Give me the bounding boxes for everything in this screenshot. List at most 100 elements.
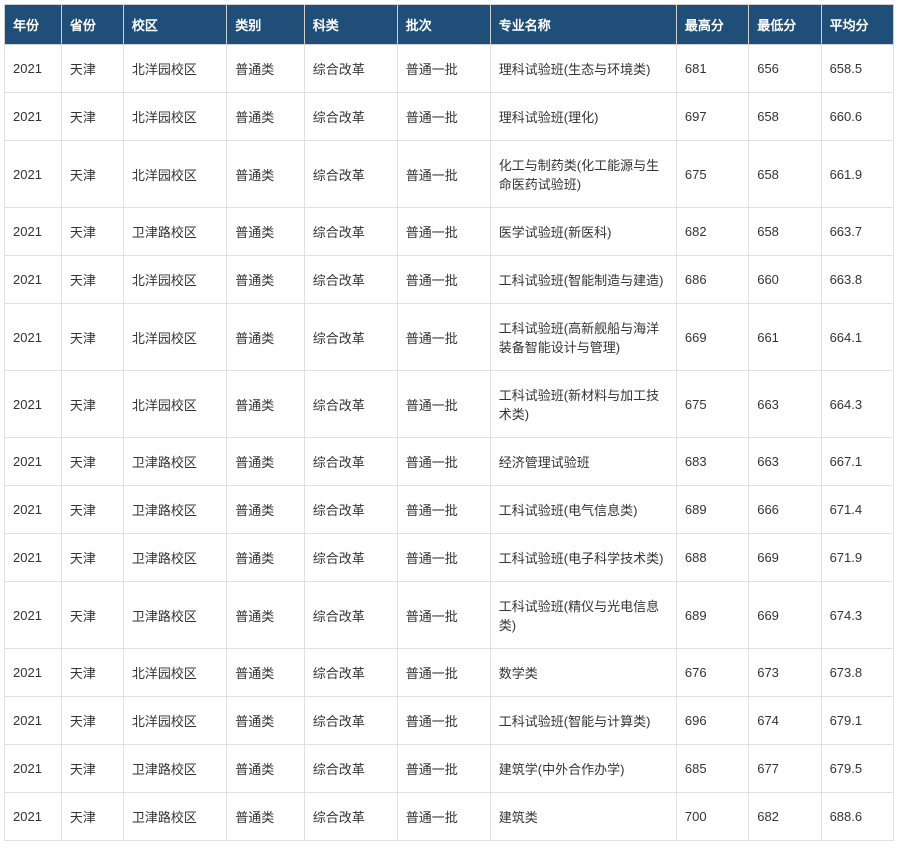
cell-avg: 679.5 (821, 745, 893, 793)
cell-year: 2021 (5, 45, 62, 93)
cell-batch: 普通一批 (397, 649, 490, 697)
table-row: 2021天津卫津路校区普通类综合改革普通一批工科试验班(精仪与光电信息类)689… (5, 582, 894, 649)
cell-low: 669 (749, 534, 821, 582)
cell-subject: 综合改革 (304, 697, 397, 745)
cell-province: 天津 (61, 649, 123, 697)
cell-batch: 普通一批 (397, 793, 490, 841)
table-row: 2021天津北洋园校区普通类综合改革普通一批工科试验班(智能与计算类)69667… (5, 697, 894, 745)
cell-low: 677 (749, 745, 821, 793)
header-major: 专业名称 (490, 5, 676, 45)
cell-year: 2021 (5, 534, 62, 582)
table-row: 2021天津卫津路校区普通类综合改革普通一批工科试验班(电气信息类)689666… (5, 486, 894, 534)
cell-campus: 北洋园校区 (123, 45, 226, 93)
cell-avg: 661.9 (821, 141, 893, 208)
cell-campus: 卫津路校区 (123, 438, 226, 486)
cell-high: 675 (676, 371, 748, 438)
cell-low: 669 (749, 582, 821, 649)
cell-major: 建筑学(中外合作办学) (490, 745, 676, 793)
cell-category: 普通类 (227, 697, 305, 745)
cell-major: 工科试验班(电气信息类) (490, 486, 676, 534)
cell-category: 普通类 (227, 793, 305, 841)
cell-avg: 664.3 (821, 371, 893, 438)
cell-campus: 卫津路校区 (123, 486, 226, 534)
header-row: 年份 省份 校区 类别 科类 批次 专业名称 最高分 最低分 平均分 (5, 5, 894, 45)
cell-province: 天津 (61, 697, 123, 745)
cell-major: 理科试验班(理化) (490, 93, 676, 141)
cell-province: 天津 (61, 582, 123, 649)
cell-high: 682 (676, 208, 748, 256)
cell-province: 天津 (61, 793, 123, 841)
header-batch: 批次 (397, 5, 490, 45)
table-row: 2021天津卫津路校区普通类综合改革普通一批建筑学(中外合作办学)6856776… (5, 745, 894, 793)
cell-category: 普通类 (227, 582, 305, 649)
header-category: 类别 (227, 5, 305, 45)
cell-high: 683 (676, 438, 748, 486)
cell-category: 普通类 (227, 93, 305, 141)
cell-category: 普通类 (227, 208, 305, 256)
cell-category: 普通类 (227, 371, 305, 438)
header-low: 最低分 (749, 5, 821, 45)
cell-year: 2021 (5, 649, 62, 697)
cell-low: 663 (749, 438, 821, 486)
cell-high: 689 (676, 486, 748, 534)
cell-category: 普通类 (227, 534, 305, 582)
cell-batch: 普通一批 (397, 208, 490, 256)
cell-high: 689 (676, 582, 748, 649)
cell-major: 工科试验班(高新舰船与海洋装备智能设计与管理) (490, 304, 676, 371)
cell-year: 2021 (5, 745, 62, 793)
cell-avg: 663.7 (821, 208, 893, 256)
cell-low: 656 (749, 45, 821, 93)
cell-campus: 北洋园校区 (123, 697, 226, 745)
cell-campus: 卫津路校区 (123, 534, 226, 582)
cell-campus: 卫津路校区 (123, 582, 226, 649)
cell-campus: 卫津路校区 (123, 793, 226, 841)
cell-subject: 综合改革 (304, 534, 397, 582)
cell-high: 675 (676, 141, 748, 208)
cell-high: 686 (676, 256, 748, 304)
cell-batch: 普通一批 (397, 141, 490, 208)
cell-batch: 普通一批 (397, 256, 490, 304)
cell-batch: 普通一批 (397, 371, 490, 438)
cell-category: 普通类 (227, 256, 305, 304)
cell-batch: 普通一批 (397, 582, 490, 649)
cell-year: 2021 (5, 697, 62, 745)
cell-year: 2021 (5, 486, 62, 534)
table-header: 年份 省份 校区 类别 科类 批次 专业名称 最高分 最低分 平均分 (5, 5, 894, 45)
cell-subject: 综合改革 (304, 93, 397, 141)
table-row: 2021天津北洋园校区普通类综合改革普通一批理科试验班(生态与环境类)68165… (5, 45, 894, 93)
cell-avg: 664.1 (821, 304, 893, 371)
cell-high: 681 (676, 45, 748, 93)
scores-table: 年份 省份 校区 类别 科类 批次 专业名称 最高分 最低分 平均分 2021天… (4, 4, 894, 841)
cell-province: 天津 (61, 93, 123, 141)
cell-avg: 667.1 (821, 438, 893, 486)
cell-major: 工科试验班(精仪与光电信息类) (490, 582, 676, 649)
cell-low: 658 (749, 141, 821, 208)
cell-batch: 普通一批 (397, 745, 490, 793)
header-campus: 校区 (123, 5, 226, 45)
cell-category: 普通类 (227, 45, 305, 93)
table-row: 2021天津卫津路校区普通类综合改革普通一批建筑类700682688.6 (5, 793, 894, 841)
cell-low: 661 (749, 304, 821, 371)
cell-province: 天津 (61, 438, 123, 486)
header-high: 最高分 (676, 5, 748, 45)
header-avg: 平均分 (821, 5, 893, 45)
cell-province: 天津 (61, 745, 123, 793)
cell-subject: 综合改革 (304, 649, 397, 697)
cell-province: 天津 (61, 304, 123, 371)
cell-major: 建筑类 (490, 793, 676, 841)
table-row: 2021天津北洋园校区普通类综合改革普通一批化工与制药类(化工能源与生命医药试验… (5, 141, 894, 208)
table-row: 2021天津卫津路校区普通类综合改革普通一批经济管理试验班683663667.1 (5, 438, 894, 486)
cell-year: 2021 (5, 141, 62, 208)
cell-avg: 671.9 (821, 534, 893, 582)
cell-subject: 综合改革 (304, 793, 397, 841)
cell-subject: 综合改革 (304, 141, 397, 208)
cell-low: 660 (749, 256, 821, 304)
cell-avg: 679.1 (821, 697, 893, 745)
cell-low: 658 (749, 208, 821, 256)
cell-batch: 普通一批 (397, 45, 490, 93)
cell-year: 2021 (5, 582, 62, 649)
cell-high: 697 (676, 93, 748, 141)
cell-province: 天津 (61, 208, 123, 256)
cell-subject: 综合改革 (304, 208, 397, 256)
cell-campus: 北洋园校区 (123, 371, 226, 438)
